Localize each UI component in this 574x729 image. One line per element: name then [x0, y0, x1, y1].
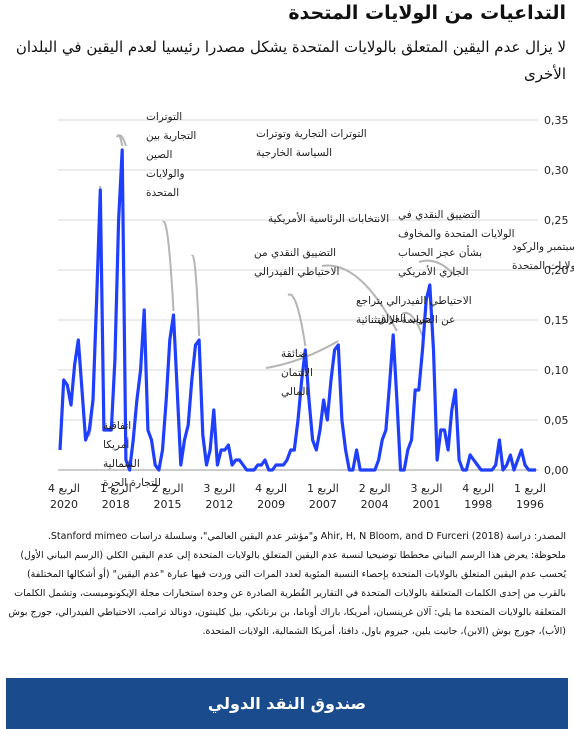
- event-annotation-line: اتفاقية: [103, 420, 131, 432]
- event-annotation: 11 سبتمبر والركود في الولايات المتحدة: [512, 241, 574, 272]
- annotation-leader: [191, 254, 201, 337]
- x-tick-label: الربع 3 2001: [410, 482, 442, 511]
- event-annotation-line: التضييق النقدي في: [398, 209, 480, 221]
- x-tick-quarter: الربع 1: [514, 482, 546, 495]
- event-annotation: حرب العراق: [378, 313, 432, 325]
- y-tick-label: 0,05: [544, 414, 569, 427]
- event-annotation: التضييق النقدي في الولايات المتحدة والمخا…: [398, 209, 515, 278]
- annotation-leader: [287, 293, 307, 347]
- event-annotation-line: التوترات: [146, 111, 182, 123]
- note-text: ملحوظة: يعرض هذا الرسم البياني مخططا توض…: [8, 550, 566, 637]
- event-annotation-line: الولايات المتحدة والمخاوف: [398, 228, 515, 240]
- x-tick-year: 2012: [205, 498, 233, 511]
- y-tick-label: 0,10: [544, 364, 569, 377]
- y-tick-label: 0,25: [544, 214, 569, 227]
- uncertainty-line-chart: 0,00 0,05 0,10 0,15 0,20 0,25 0,30 0,35 الربع 1…: [48, 111, 574, 511]
- event-annotation-line: الصين: [146, 149, 172, 161]
- event-annotation: ضائقة الائتمان المالي: [281, 348, 313, 398]
- x-tick-label: الربع 4 2020: [48, 482, 80, 511]
- x-tick-quarter: الربع 2: [359, 482, 391, 495]
- event-annotation-line: الائتمان: [281, 367, 313, 379]
- event-annotation: التوترات التجارية بين الصين والولايات المتحد…: [146, 111, 196, 199]
- x-tick-year: 2009: [257, 498, 285, 511]
- event-annotation-line: التجارية بين: [146, 130, 196, 142]
- event-annotation-line: ضائقة: [281, 348, 307, 360]
- x-tick-label: الربع 1 2007: [307, 482, 339, 511]
- x-tick-quarter: الربع 4: [462, 482, 494, 495]
- event-annotation: التضييق النقدي من الاحتياطي الفيدرالي: [254, 247, 339, 278]
- us-uncertainty-series-line: [58, 148, 536, 472]
- event-annotation-line: 11 سبتمبر والركود: [512, 241, 574, 253]
- x-tick-quarter: الربع 1: [100, 482, 132, 495]
- x-tick-quarter: الربع 4: [48, 482, 80, 495]
- annotation-leader: [401, 312, 424, 337]
- annotation-leader: [162, 220, 175, 312]
- annotation-leader: [116, 134, 124, 147]
- annotation-leader: [265, 340, 339, 369]
- event-annotation-line: المالي: [281, 386, 308, 398]
- event-annotation-line: بشأن عجز الحساب: [398, 245, 482, 259]
- event-annotation-line: حرب العراق: [378, 313, 432, 325]
- event-annotation: اتفاقية أمريكا الشمالية للتجارة الحرة: [103, 420, 161, 489]
- event-annotation-line: التوترات التجارية وتوترات: [256, 128, 367, 140]
- source-text: المصدر: دراسة Ahir, H, N Bloom, and D Fu…: [47, 531, 566, 542]
- event-annotation-line: أمريكا: [103, 437, 129, 451]
- x-tick-year: 2018: [102, 498, 130, 511]
- event-annotation: الاحتياطي الفيدرالي يتراجع عن السياسة الا…: [356, 295, 472, 326]
- chart-subtitle: لا يزال عدم اليقين المتعلق بالولايات الم…: [15, 38, 566, 83]
- event-annotation: التوترات التجارية وتوترات السياسة الخارجي…: [256, 128, 367, 159]
- annotation-leader: [321, 264, 398, 332]
- y-tick-label: 0,15: [544, 314, 569, 327]
- event-annotation-line: الانتخابات الرئاسية الأمريكية: [268, 212, 389, 225]
- x-tick-label: الربع 4 1998: [462, 482, 494, 511]
- event-annotation-line: والولايات: [146, 168, 185, 180]
- x-tick-quarter: الربع 4: [255, 482, 287, 495]
- x-tick-quarter: الربع 3: [203, 482, 235, 495]
- y-tick-label: 0,30: [544, 164, 569, 177]
- y-tick-label: 0,00: [544, 464, 569, 477]
- x-tick-year: 2015: [154, 498, 182, 511]
- event-annotation: الانتخابات الرئاسية الأمريكية: [268, 212, 389, 225]
- event-annotation-line: الاحتياطي الفيدرالي يتراجع: [356, 295, 472, 307]
- x-tick-year: 1998: [464, 498, 492, 511]
- imf-footer-banner: صندوق النقد الدولي: [6, 678, 568, 729]
- x-tick-quarter: الربع 1: [307, 482, 339, 495]
- x-tick-year: 2001: [412, 498, 440, 511]
- x-tick-label: الربع 1 2018: [100, 482, 132, 511]
- y-tick-label: 0,20: [544, 264, 569, 277]
- event-annotation-line: الشمالية: [103, 458, 140, 470]
- event-annotation-line: الجاري الأمريكي: [398, 265, 469, 278]
- event-annotation-line: في الولايات المتحدة: [512, 260, 574, 272]
- chart-notes: المصدر: دراسة Ahir, H, N Bloom, and D Fu…: [6, 527, 566, 641]
- x-tick-quarter: الربع 3: [410, 482, 442, 495]
- x-tick-label: الربع 1 1996: [514, 482, 546, 511]
- x-tick-year: 2020: [50, 498, 78, 511]
- event-annotation-line: للتجارة الحرة: [103, 477, 161, 489]
- x-tick-quarter: الربع 2: [152, 482, 184, 495]
- x-tick-label: الربع 4 2009: [255, 482, 287, 511]
- x-tick-year: 2004: [361, 498, 389, 511]
- y-tick-label: 0,35: [544, 114, 569, 127]
- x-tick-label: الربع 2 2004: [359, 482, 391, 511]
- x-tick-label: الربع 3 2012: [203, 482, 235, 511]
- event-annotation-line: المتحدة: [146, 187, 179, 199]
- x-tick-year: 2007: [309, 498, 337, 511]
- event-annotation-line: الاحتياطي الفيدرالي: [254, 266, 339, 278]
- event-annotation-line: التضييق النقدي من: [254, 247, 336, 259]
- event-annotation-line: عن السياسة الاستثنائية: [356, 314, 455, 326]
- chart-title: التداعيات من الولايات المتحدة: [288, 2, 566, 24]
- event-annotation-line: السياسة الخارجية: [256, 147, 332, 159]
- x-tick-label: الربع 2 2015: [152, 482, 184, 511]
- x-tick-year: 1996: [516, 498, 544, 511]
- annotation-leader: [418, 259, 457, 277]
